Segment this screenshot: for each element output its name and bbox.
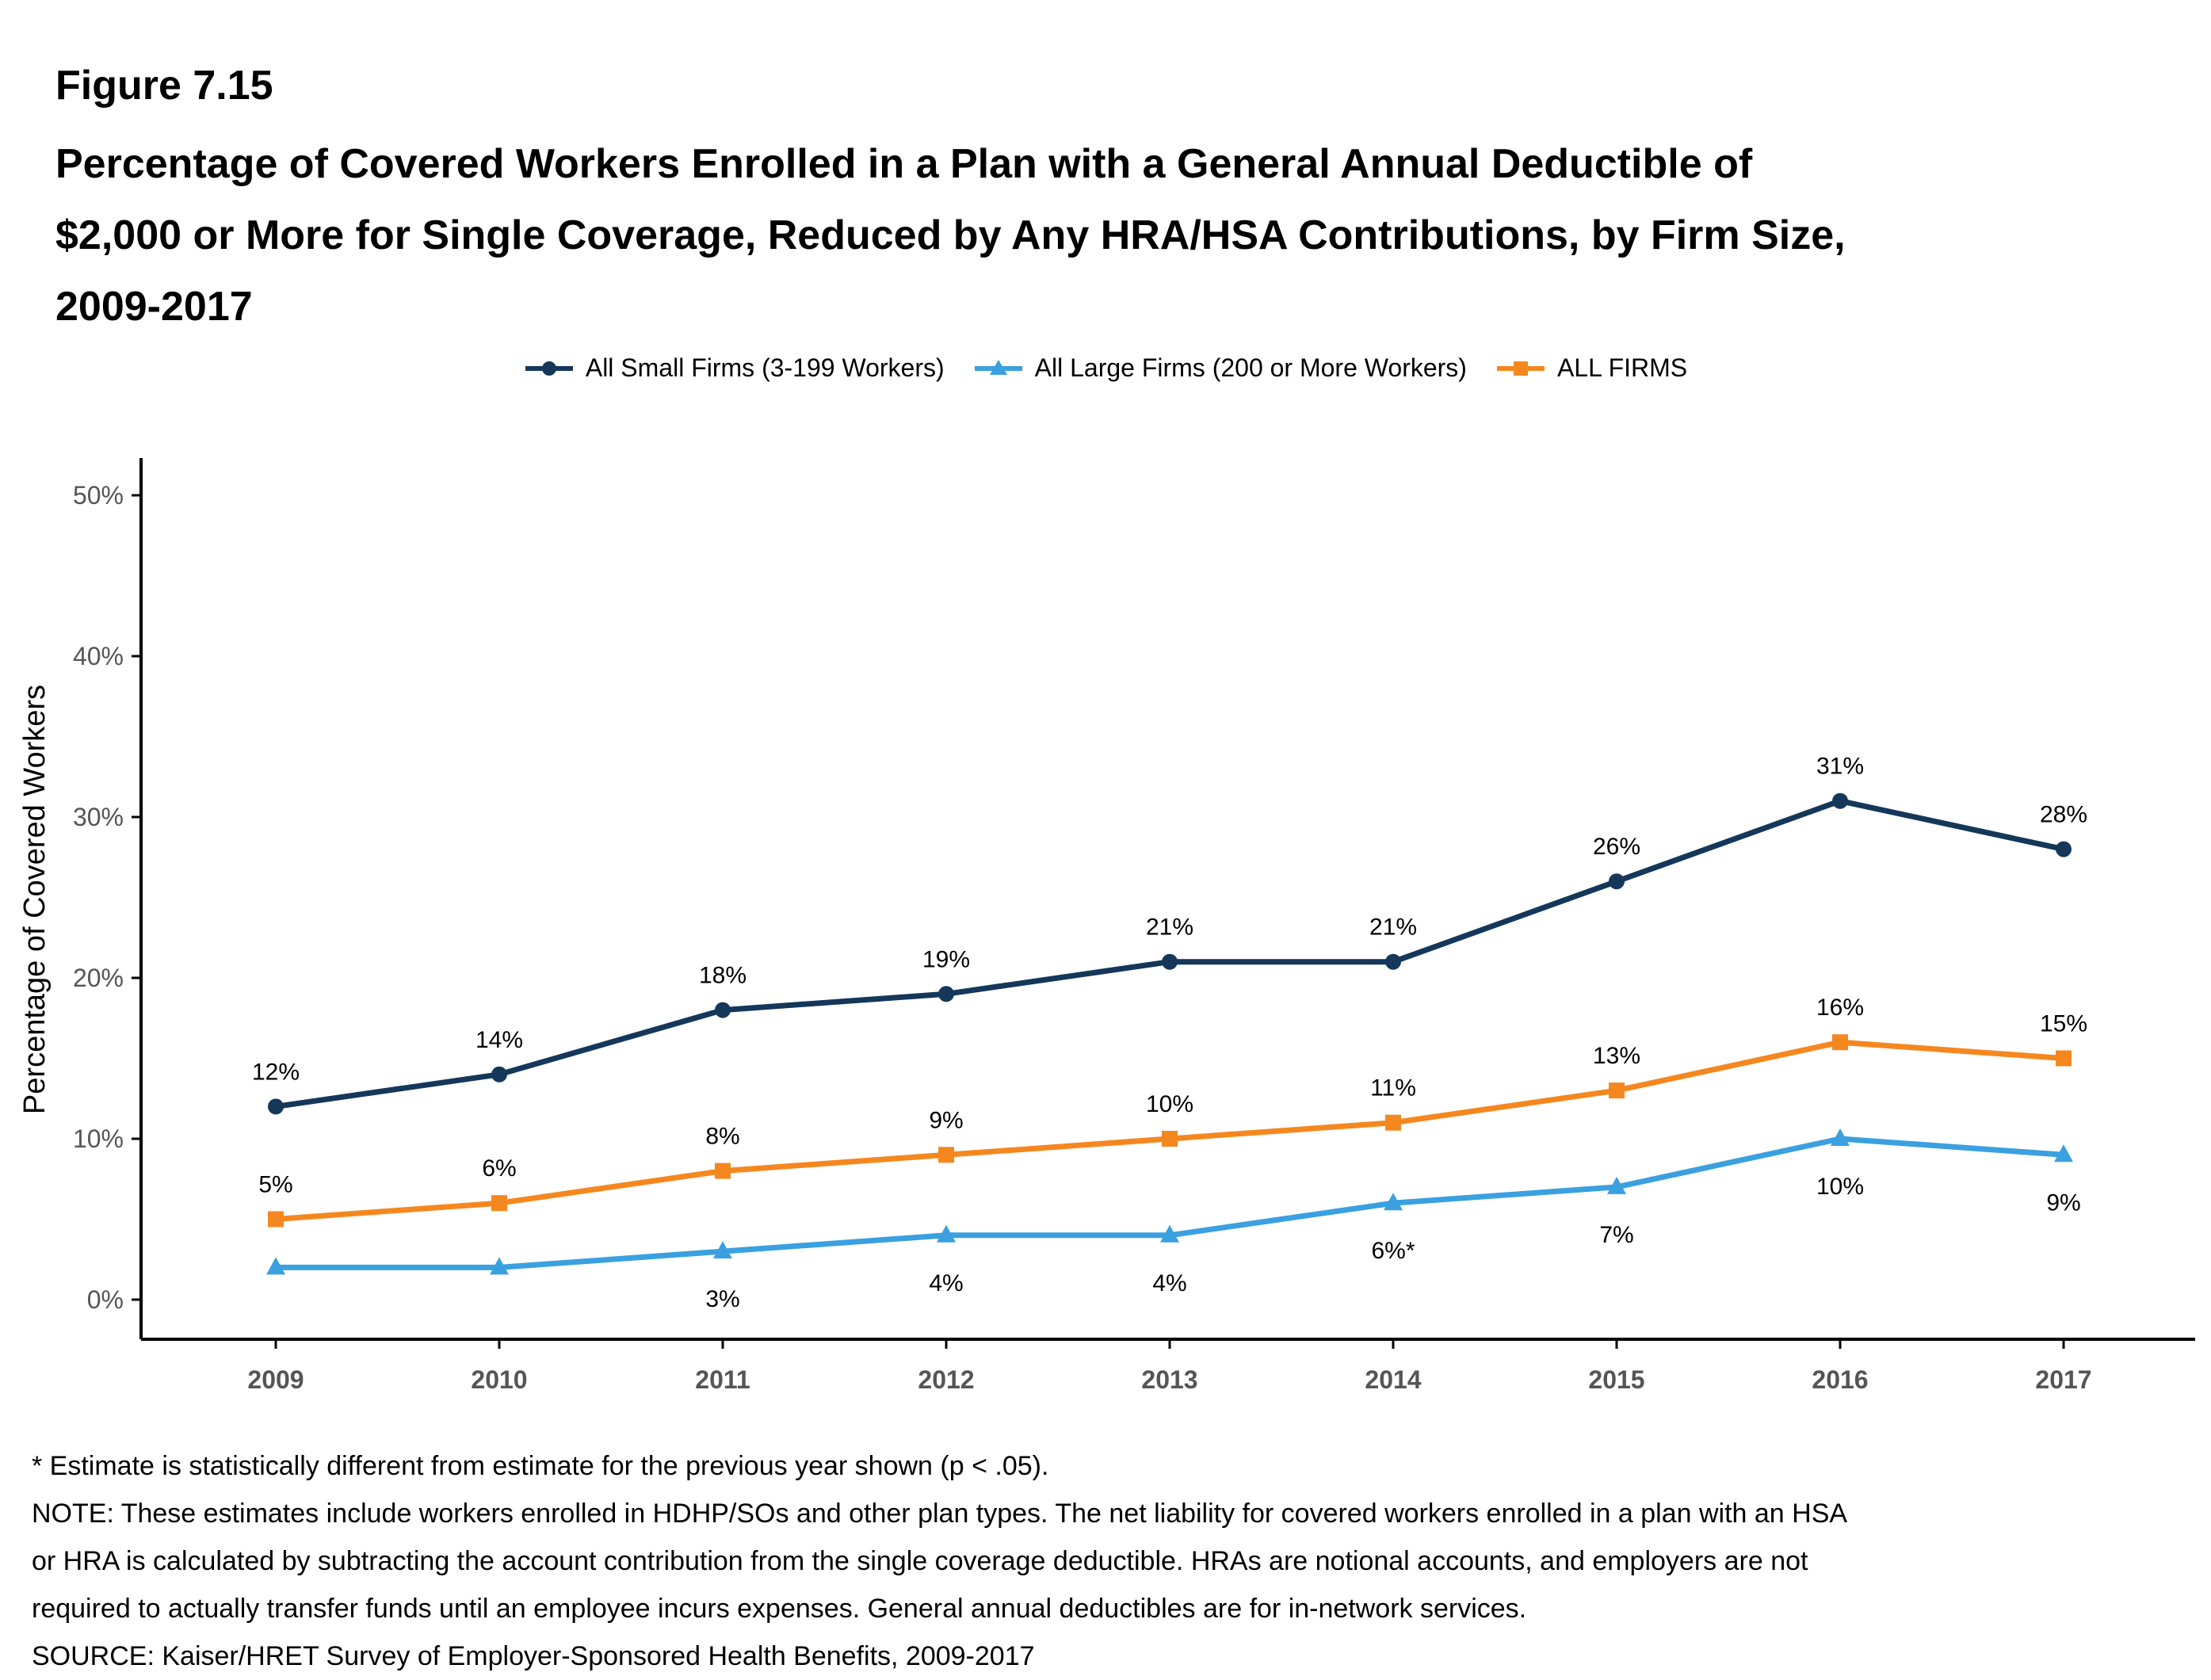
- x-tick-label: 2010: [471, 1365, 527, 1394]
- data-label: 10%: [1146, 1091, 1193, 1117]
- x-tick-label: 2014: [1365, 1365, 1421, 1394]
- series-line-0: [275, 798, 2064, 1109]
- data-point-square: [715, 1163, 731, 1179]
- data-label: 13%: [1593, 1043, 1640, 1069]
- x-tick-label: 2012: [918, 1365, 974, 1394]
- data-point-triangle: [1160, 1224, 1179, 1243]
- x-tick-label: 2016: [1812, 1365, 1868, 1394]
- source-note: SOURCE: Kaiser/HRET Survey of Employer-S…: [32, 1641, 1035, 1671]
- data-point-square: [2056, 1050, 2072, 1067]
- data-label: 16%: [1816, 995, 1864, 1021]
- data-label: 9%: [2046, 1189, 2080, 1216]
- legend-item-all-firms: ALL FIRMS: [1495, 353, 1687, 383]
- data-label: 21%: [1146, 914, 1193, 941]
- data-label: 31%: [1816, 754, 1864, 780]
- data-point-triangle: [937, 1224, 956, 1243]
- data-label: 18%: [699, 963, 747, 989]
- data-point-circle: [1832, 792, 1848, 809]
- data-point-square: [1162, 1131, 1178, 1147]
- legend-marker-triangle-icon: [974, 359, 1022, 375]
- x-tick-label: 2013: [1141, 1365, 1197, 1394]
- figure-label: Figure 7.15: [55, 63, 273, 109]
- data-label: 4%: [1152, 1270, 1186, 1296]
- y-axis-title: Percentage of Covered Workers: [18, 685, 52, 1114]
- data-point-triangle: [1384, 1193, 1403, 1211]
- data-point-square: [268, 1211, 284, 1228]
- title-line-1: Percentage of Covered Workers Enrolled i…: [55, 141, 1753, 187]
- data-point-square: [1832, 1034, 1848, 1051]
- data-point-circle: [2056, 841, 2072, 857]
- data-point-circle: [1609, 873, 1625, 890]
- note-significance: * Estimate is statistically different fr…: [32, 1451, 1049, 1481]
- legend-item-small-firms: All Small Firms (3-199 Workers): [524, 353, 945, 383]
- data-point-square: [1609, 1082, 1625, 1099]
- note-line-1: NOTE: These estimates include workers en…: [32, 1499, 1848, 1529]
- data-label: 12%: [252, 1059, 300, 1085]
- data-point-triangle: [1831, 1128, 1850, 1146]
- data-point-triangle: [713, 1241, 732, 1259]
- data-point-circle: [491, 1066, 507, 1082]
- data-point-circle: [268, 1098, 284, 1115]
- title-line-2: $2,000 or More for Single Coverage, Redu…: [55, 212, 1846, 258]
- series-line-2: [275, 1039, 2064, 1222]
- data-point-triangle: [490, 1257, 509, 1275]
- data-label: 26%: [1593, 834, 1640, 860]
- legend-label-large-firms: All Large Firms (200 or More Workers): [1034, 353, 1467, 382]
- y-tick-label: 10%: [73, 1124, 124, 1153]
- legend-label-small-firms: All Small Firms (3-199 Workers): [585, 353, 945, 382]
- y-tick-label: 50%: [73, 481, 124, 510]
- data-label: 21%: [1369, 914, 1417, 941]
- chart-notes: * Estimate is statistically different fr…: [32, 1442, 2171, 1680]
- data-point-square: [938, 1147, 954, 1163]
- x-tick-label: 2011: [695, 1365, 750, 1394]
- x-tick-label: 2009: [247, 1365, 304, 1394]
- legend-marker-square-icon: [1496, 361, 1545, 376]
- y-tick-label: 0%: [87, 1285, 124, 1314]
- data-label: 5%: [258, 1172, 292, 1198]
- data-label: 7%: [1599, 1222, 1633, 1248]
- y-tick-label: 30%: [73, 803, 124, 831]
- data-point-circle: [1162, 953, 1178, 970]
- chart-title: Percentage of Covered Workers Enrolled i…: [55, 128, 2084, 342]
- data-point-circle: [1385, 953, 1401, 970]
- data-point-triangle: [266, 1257, 285, 1275]
- legend-item-large-firms: All Large Firms (200 or More Workers): [973, 353, 1467, 383]
- data-label: 14%: [475, 1027, 523, 1053]
- data-point-circle: [715, 1002, 731, 1018]
- data-label: 9%: [929, 1107, 963, 1133]
- data-point-triangle: [2054, 1144, 2073, 1163]
- series-line-1: [276, 1136, 2064, 1270]
- title-line-3: 2009-2017: [55, 284, 253, 330]
- data-label: 11%: [1370, 1075, 1416, 1102]
- y-tick-label: 20%: [73, 964, 124, 992]
- y-tick-label: 40%: [73, 642, 124, 670]
- data-label: 19%: [922, 946, 970, 972]
- legend-marker-circle-icon: [525, 361, 573, 376]
- data-label: 10%: [1816, 1174, 1864, 1200]
- data-label: 3%: [705, 1286, 739, 1312]
- data-label: 6%: [482, 1155, 516, 1182]
- line-chart: 0% 10% 20% 30% 40% 50% Percentage of Covered W…: [18, 458, 2195, 1394]
- data-point-triangle: [1607, 1176, 1626, 1194]
- data-label: 28%: [2040, 802, 2087, 828]
- data-label: 8%: [705, 1124, 739, 1150]
- data-label: 4%: [929, 1270, 963, 1296]
- data-label: 15%: [2040, 1011, 2087, 1037]
- data-point-square: [491, 1195, 507, 1212]
- note-line-3: required to actually transfer funds unti…: [32, 1594, 1527, 1624]
- data-point-square: [1385, 1114, 1401, 1131]
- chart-legend: All Small Firms (3-199 Workers) All Larg…: [0, 353, 2211, 383]
- data-point-circle: [938, 986, 954, 1002]
- x-tick-label: 2015: [1588, 1365, 1644, 1394]
- note-line-2: or HRA is calculated by subtracting the …: [32, 1546, 1808, 1576]
- data-label: 6%*: [1371, 1238, 1415, 1264]
- x-tick-label: 2017: [2035, 1365, 2091, 1394]
- legend-label-all-firms: ALL FIRMS: [1556, 353, 1688, 382]
